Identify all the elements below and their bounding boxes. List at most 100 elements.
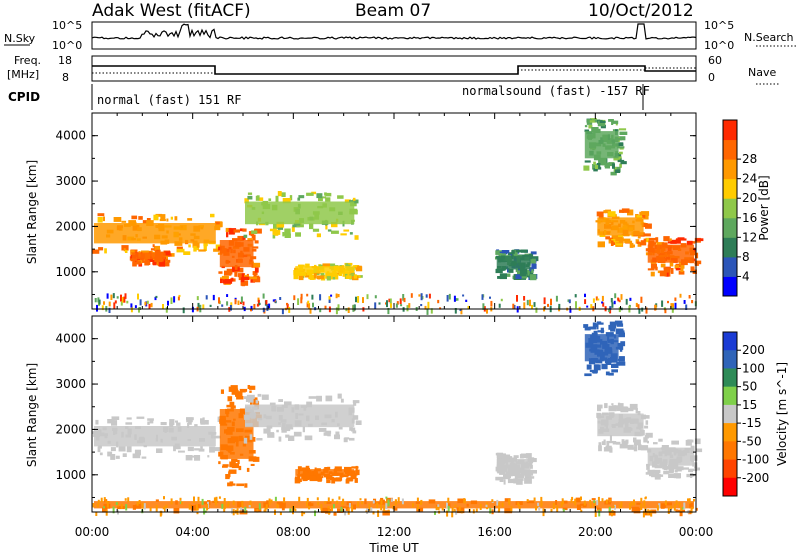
nsky-line — [91, 23, 697, 40]
x-tick-label: 00:00 — [679, 525, 714, 539]
echo-region-6 — [583, 320, 626, 377]
power-ylabel: Slant Range [km] — [25, 160, 39, 264]
velocity-colorbar: 200 100 50 15 -15 -50 -100 -200 Velocity [m s^-… — [722, 331, 789, 497]
echo-core — [245, 201, 355, 225]
echo-region-8 — [645, 438, 703, 480]
velocity-ylabel: Slant Range [km] — [25, 363, 39, 467]
x-tick-label: 12:00 — [377, 525, 412, 539]
nsearch-label: N.Search — [744, 31, 794, 44]
echo-region-3 — [217, 227, 262, 287]
power-colorbar-swatch — [723, 256, 737, 277]
velocity-colorbar-swatch — [723, 404, 737, 424]
station-title: Adak West (fitACF) — [92, 1, 251, 21]
nave-line — [92, 67, 696, 75]
echo-region-1 — [92, 213, 223, 257]
power-colorbar-label: Power [dB] — [757, 175, 771, 240]
y-tick-label: 2000 — [55, 219, 86, 233]
y-tick-label: 1000 — [55, 468, 86, 482]
echo-region-6 — [495, 249, 539, 281]
echo-region-4 — [243, 191, 359, 240]
nsky-label: N.Sky — [4, 32, 36, 45]
nsky-tick-high: 10^5 — [52, 19, 82, 32]
x-tick-label: 00:00 — [75, 525, 110, 539]
echo-core — [131, 252, 166, 260]
time-xlabel: Time UT — [368, 541, 419, 554]
power-colorbar: 4 8 12 16 20 24 28 Power [dB] — [722, 119, 771, 297]
echo-core — [597, 217, 644, 236]
power-colorbar-swatch — [723, 198, 737, 219]
power-colorbar-tick: 16 — [742, 211, 757, 225]
nsearch-tick-low: 10^0 — [704, 39, 734, 52]
y-tick-label: 3000 — [55, 174, 86, 188]
echo-region-8 — [595, 208, 652, 248]
time-x-axis: 00:00 04:00 08:00 12:00 16:00 20:00 00:00 — [75, 525, 714, 539]
nave-tick-high: 60 — [708, 54, 722, 67]
velocity-colorbar-swatch — [723, 423, 737, 442]
power-echoes — [92, 118, 704, 315]
power-colorbar-tick: 12 — [742, 230, 757, 244]
cpid-label: CPID — [8, 90, 40, 104]
velocity-colorbar-tick: -50 — [742, 434, 762, 448]
nave-tick-low: 0 — [708, 71, 715, 84]
freq-tick-low: 8 — [62, 71, 69, 84]
x-tick-label: 16:00 — [477, 525, 512, 539]
echo-region-4 — [294, 465, 360, 484]
velocity-colorbar-swatch — [723, 350, 737, 369]
echo-core — [496, 458, 531, 473]
velocity-colorbar-swatch — [723, 332, 737, 351]
velocity-colorbar-tick: -15 — [742, 416, 762, 430]
echo-core — [94, 223, 216, 244]
nave-label: Nave — [748, 66, 776, 79]
power-colorbar-tick: 4 — [742, 269, 750, 283]
power-colorbar-swatch — [723, 276, 737, 297]
velocity-echoes — [92, 320, 703, 518]
freq-unit: [MHz] — [7, 68, 39, 81]
power-y-axis: 1000 2000 3000 4000 — [55, 113, 697, 309]
velocity-colorbar-swatch — [723, 368, 737, 388]
echo-core — [647, 244, 694, 263]
freq-tick-high: 18 — [58, 54, 72, 67]
y-tick-label: 4000 — [55, 129, 86, 143]
power-colorbar-swatch — [723, 217, 737, 238]
echo-core — [94, 501, 694, 509]
y-tick-label: 1000 — [55, 265, 86, 279]
beam-title: Beam 07 — [355, 1, 431, 21]
power-colorbar-swatch — [723, 120, 737, 141]
cpid-strip: CPID normal (fast) 151 RF normalsound (f… — [8, 84, 650, 110]
power-colorbar-swatch — [723, 139, 737, 160]
echo-region-1 — [92, 416, 222, 461]
echo-region-5 — [495, 452, 537, 485]
x-tick-label: 08:00 — [276, 525, 311, 539]
echo-core — [597, 413, 644, 437]
power-colorbar-swatch — [723, 159, 737, 180]
echo-region-9 — [645, 236, 704, 277]
y-tick-label: 4000 — [55, 332, 86, 346]
echo-region-7 — [583, 118, 628, 176]
power-colorbar-tick: 28 — [742, 152, 757, 166]
y-tick-label: 3000 — [55, 377, 86, 391]
power-colorbar-tick: 24 — [742, 172, 757, 186]
date-title: 10/Oct/2012 — [588, 1, 694, 21]
x-tick-label: 20:00 — [578, 525, 613, 539]
velocity-colorbar-tick: 15 — [742, 398, 757, 412]
echo-core — [295, 266, 355, 273]
nsky-strip: N.Sky 10^5 10^0 10^5 10^0 N.Search — [4, 19, 796, 52]
echo-region-2 — [218, 385, 262, 488]
echo-core — [245, 404, 355, 428]
velocity-colorbar-tick: -200 — [742, 471, 769, 485]
power-colorbar-swatch — [723, 178, 737, 199]
y-tick-label: 2000 — [55, 422, 86, 436]
near-range-scatter — [94, 293, 697, 315]
x-tick-label: 04:00 — [175, 525, 210, 539]
velocity-colorbar-tick: -100 — [742, 453, 769, 467]
echo-region-2 — [129, 249, 172, 267]
echo-core — [584, 131, 619, 159]
echo-core — [94, 426, 216, 447]
echo-region-3 — [243, 393, 362, 444]
freq-strip: Freq. [MHz] 18 8 60 0 Nave — [7, 54, 780, 85]
velocity-colorbar-tick: 100 — [742, 361, 765, 375]
velocity-colorbar-swatch — [723, 459, 737, 479]
velocity-colorbar-tick: 200 — [742, 343, 765, 357]
